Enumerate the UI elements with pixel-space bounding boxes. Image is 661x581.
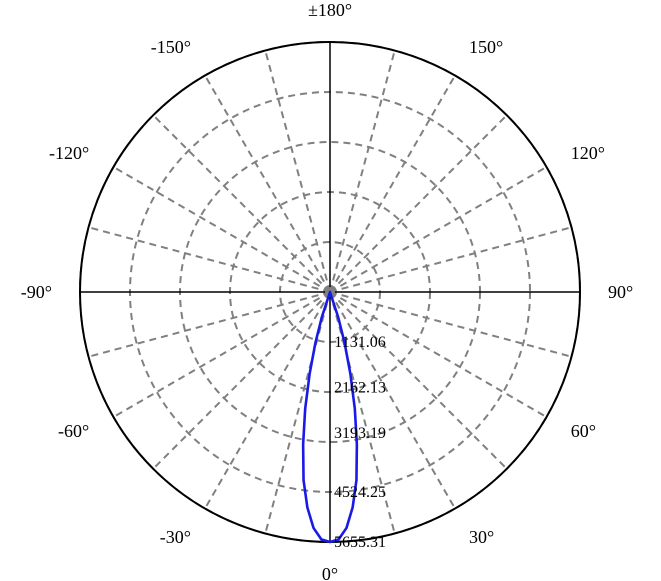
angle-label: 150° [469, 37, 503, 57]
angle-label: 30° [469, 527, 494, 547]
angle-label: ±180° [308, 0, 352, 20]
radial-tick-label: 3193.19 [334, 425, 386, 442]
polar-chart-svg: 1131.06 2162.13 3193.19 4524.25 5655.31 0° 30°… [0, 0, 661, 581]
radial-tick-label: 4524.25 [334, 484, 386, 501]
radial-tick-label: 5655.31 [334, 534, 386, 551]
angle-label: 90° [608, 282, 633, 302]
radial-tick-label: 1131.06 [334, 334, 385, 351]
polar-chart: 1131.06 2162.13 3193.19 4524.25 5655.31 0° 30°… [0, 0, 661, 581]
radial-tick-label: 2162.13 [334, 380, 386, 397]
angle-label: -60° [58, 421, 89, 441]
angle-label: 60° [571, 421, 596, 441]
angle-label: 120° [571, 143, 605, 163]
angle-label: 0° [322, 564, 338, 581]
angle-label: -30° [160, 527, 191, 547]
angle-label: -120° [49, 143, 89, 163]
angle-label: -90° [21, 282, 52, 302]
angle-label: -150° [151, 37, 191, 57]
